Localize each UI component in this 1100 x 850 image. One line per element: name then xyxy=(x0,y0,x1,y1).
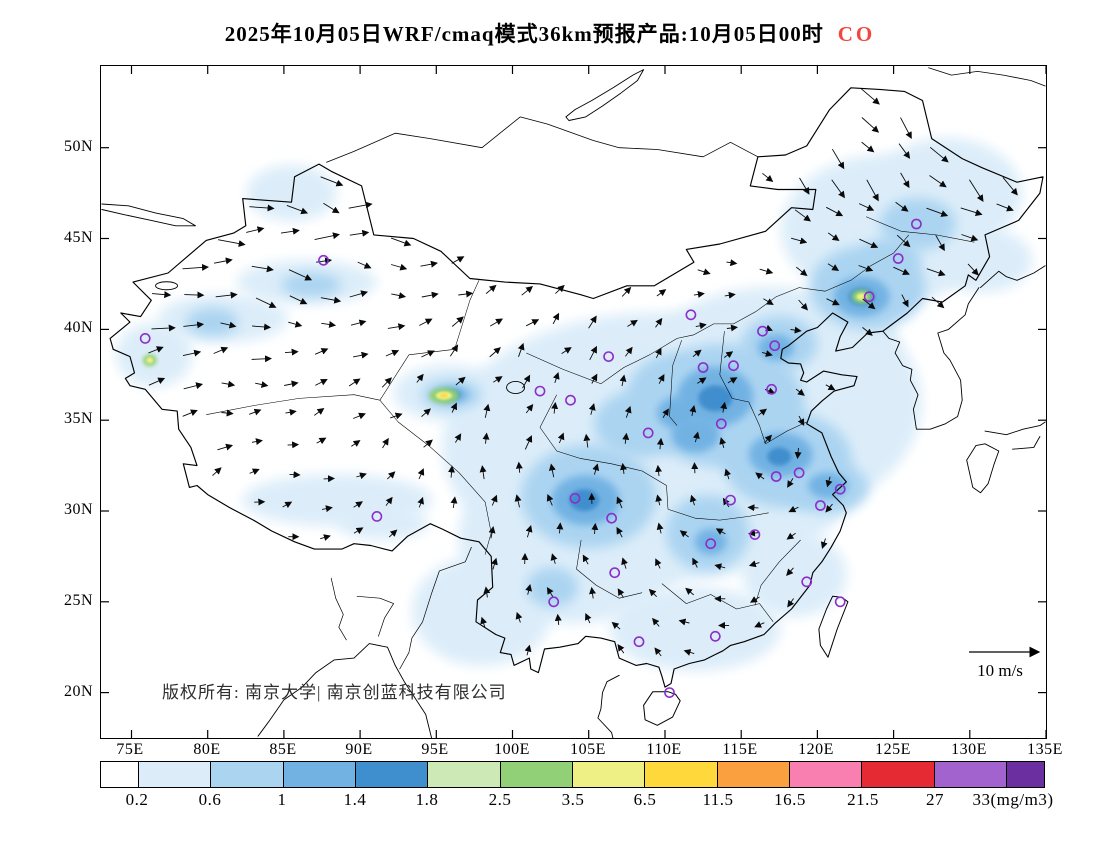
lat-axis-label: 35N xyxy=(63,410,93,427)
lat-axis-label: 30N xyxy=(63,501,93,518)
colorbar-segment xyxy=(354,762,428,787)
colorbar-segment xyxy=(788,762,862,787)
colorbar-segment xyxy=(138,762,211,787)
lat-axis-label: 50N xyxy=(63,138,93,155)
colorbar-segment xyxy=(933,762,1006,787)
colorbar-label: 16.5 xyxy=(774,790,806,809)
colorbar-label: 0.2 xyxy=(125,790,149,809)
colorbar-label: 3.5 xyxy=(561,790,585,809)
lon-axis-label: 135E xyxy=(1027,741,1063,758)
colorbar-segment xyxy=(282,762,355,787)
colorbar-label: 0.6 xyxy=(198,790,222,809)
colorbar-label: 33(mg/m3) xyxy=(972,790,1054,809)
colorbar-label: 11.5 xyxy=(702,790,734,809)
colorbar-segment xyxy=(571,762,645,787)
colorbar-segment xyxy=(499,762,572,787)
colorbar-label: 21.5 xyxy=(847,790,879,809)
lon-axis-label: 130E xyxy=(951,741,987,758)
colorbar-label: 27 xyxy=(926,790,944,809)
forecast-map xyxy=(101,66,1046,738)
lon-axis-label: 125E xyxy=(875,741,911,758)
lon-axis-label: 75E xyxy=(116,741,144,758)
page-title: 2025年10月05日WRF/cmaq模式36km预报产品:10月05日00时 C… xyxy=(0,18,1100,48)
axis-ticks xyxy=(101,66,1046,738)
colorbar-label: 2.5 xyxy=(488,790,512,809)
map-plot-area xyxy=(100,65,1047,739)
lon-axis-label: 90E xyxy=(345,741,373,758)
lon-axis-label: 110E xyxy=(646,741,682,758)
colorbar-segment xyxy=(427,762,500,787)
page-title-text: 2025年10月05日WRF/cmaq模式36km预报产品:10月05日00时 xyxy=(224,22,824,46)
lat-axis-label: 20N xyxy=(63,683,93,700)
lon-axis-label: 85E xyxy=(269,741,297,758)
lon-axis-label: 115E xyxy=(722,741,758,758)
lat-axis-label: 25N xyxy=(63,592,93,609)
pollutant-label: CO xyxy=(837,22,876,46)
colorbar-segment xyxy=(861,762,934,787)
lat-axis-label: 45N xyxy=(63,229,93,246)
colorbar-label: 6.5 xyxy=(633,790,657,809)
lon-axis-label: 105E xyxy=(570,741,606,758)
lon-axis-label: 80E xyxy=(193,741,221,758)
colorbar-segment xyxy=(716,762,789,787)
colorbar xyxy=(100,761,1045,788)
station-markers xyxy=(139,218,922,698)
colorbar-label: 1.4 xyxy=(343,790,367,809)
colorbar-label: 1.8 xyxy=(415,790,439,809)
colorbar-labels: 0.2 0.6 1 1.4 1.8 2.5 3.5 6.5 11.5 16.5 … xyxy=(100,790,1053,814)
wind-vector-field xyxy=(148,88,1018,657)
colorbar-segment xyxy=(644,762,717,787)
colorbar-segment xyxy=(210,762,283,787)
colorbar-segment xyxy=(1005,762,1044,787)
wind-scale-label: 10 m/s xyxy=(977,661,1023,680)
co-concentration-shading xyxy=(116,138,1032,671)
lon-axis-label: 95E xyxy=(421,741,449,758)
lon-axis-label: 120E xyxy=(798,741,834,758)
coastlines-and-borders xyxy=(101,67,1046,738)
colorbar-segment xyxy=(101,762,138,787)
colorbar-label: 1 xyxy=(277,790,287,809)
copyright-text: 版权所有: 南京大学| 南京创蓝科技有限公司 xyxy=(162,683,507,702)
lon-axis-label: 100E xyxy=(494,741,530,758)
lat-axis-label: 40N xyxy=(63,319,93,336)
